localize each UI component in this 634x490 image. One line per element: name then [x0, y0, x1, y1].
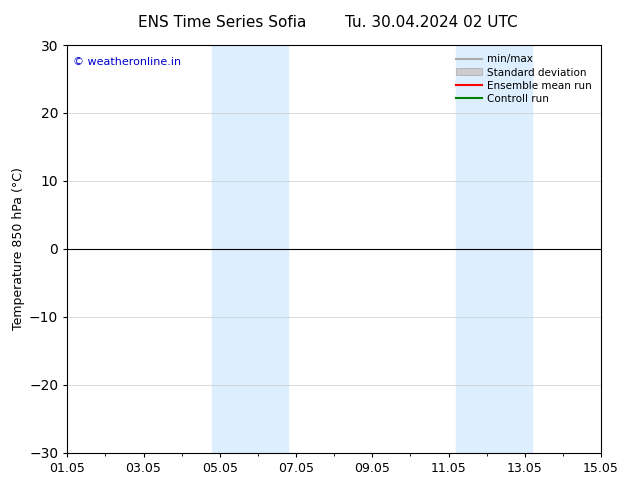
Bar — [456, 45, 533, 453]
Bar — [212, 45, 288, 453]
Text: Tu. 30.04.2024 02 UTC: Tu. 30.04.2024 02 UTC — [345, 15, 517, 30]
Y-axis label: Temperature 850 hPa (°C): Temperature 850 hPa (°C) — [11, 168, 25, 330]
Legend: min/max, Standard deviation, Ensemble mean run, Controll run: min/max, Standard deviation, Ensemble me… — [451, 50, 596, 108]
Text: © weatheronline.in: © weatheronline.in — [73, 57, 181, 67]
Text: ENS Time Series Sofia: ENS Time Series Sofia — [138, 15, 306, 30]
